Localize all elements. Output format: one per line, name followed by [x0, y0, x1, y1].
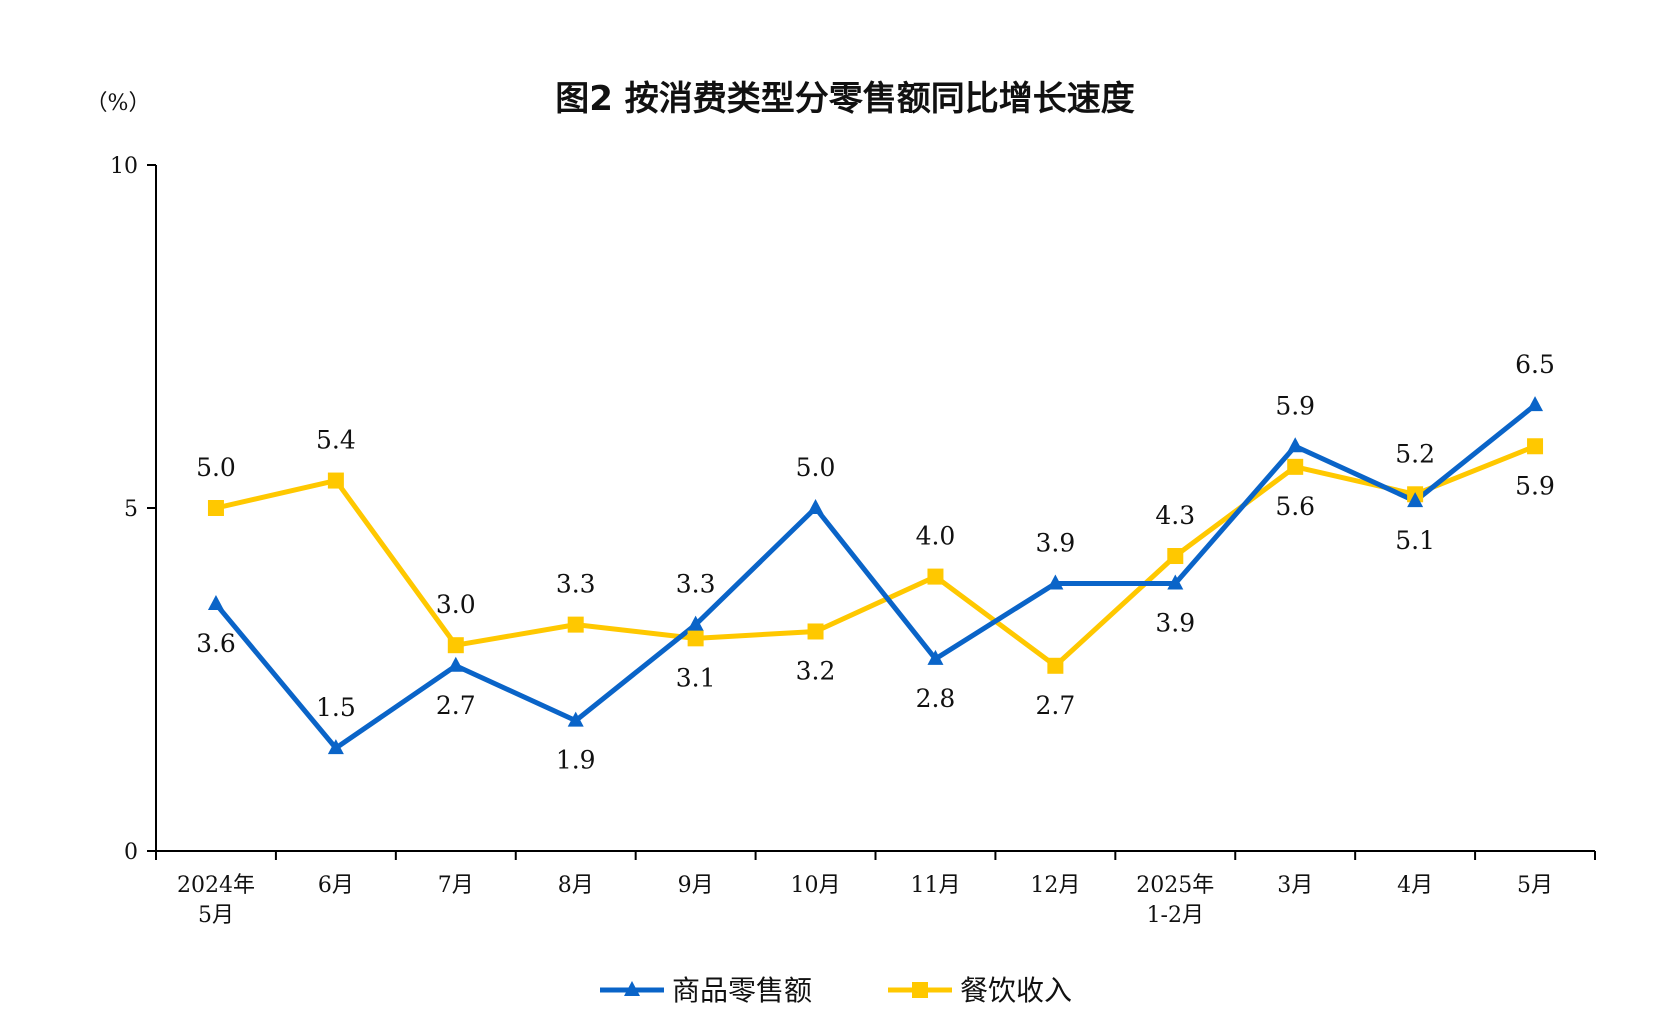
data-label: 5.9: [1515, 471, 1555, 500]
data-label: 1.9: [556, 746, 596, 775]
data-point: [1167, 548, 1184, 565]
x-tick-label: 2025年: [1136, 873, 1214, 898]
data-label: 5.0: [796, 453, 836, 482]
x-tick-label: 5月: [198, 903, 234, 928]
data-point: [567, 711, 584, 727]
data-point: [207, 595, 224, 611]
legend-item-catering: 餐饮收入: [888, 974, 1072, 1007]
data-label: 3.0: [436, 590, 476, 619]
series-markers-retail-goods: [207, 396, 1544, 755]
data-point: [1287, 458, 1304, 475]
y-axis-unit-label: （%）: [86, 91, 151, 116]
data-point: [1047, 657, 1064, 674]
data-point: [1167, 574, 1184, 590]
data-label: 3.9: [1155, 608, 1195, 637]
data-label: 5.1: [1395, 526, 1435, 555]
data-label: 1.5: [316, 693, 356, 722]
series-markers-catering: [207, 438, 1544, 674]
series-layer: 3.61.5 2.71.93.35.02.83.93.95.95.16.55.05…: [196, 350, 1555, 775]
data-label: 3.9: [1035, 528, 1075, 557]
data-label: 3.6: [196, 629, 236, 658]
data-label: 4.0: [916, 522, 956, 551]
x-tick-label: 5月: [1517, 873, 1553, 898]
x-tick-label: 1-2月: [1147, 903, 1204, 928]
data-point: [687, 630, 704, 647]
data-label: 5.6: [1275, 492, 1315, 521]
data-point: [447, 637, 464, 654]
data-point: [1407, 492, 1424, 508]
legend-item-retail-goods: 商品零售额: [600, 974, 812, 1007]
data-label: 3.3: [556, 570, 596, 599]
legend-marker: [912, 982, 928, 998]
data-label: 3.1: [676, 663, 716, 692]
data-label: 5.0: [196, 453, 236, 482]
data-point: [327, 472, 344, 489]
data-label: 5.2: [1395, 439, 1435, 468]
series-retail-goods: [214, 403, 1537, 751]
x-tick-label: 3月: [1277, 873, 1313, 898]
data-labels-catering: 5.0 5.4 3.0 3.3 3.1 3.2 4.0 2.7 4.3 5.6 5.2 5.9: [196, 426, 1555, 720]
y-tick-label: 5: [124, 497, 138, 522]
data-label: 6.5: [1515, 350, 1555, 379]
y-tick-label: 10: [110, 154, 138, 179]
data-label: 2.8: [916, 684, 956, 713]
x-tick-label: 6月: [318, 873, 354, 898]
data-point: [807, 623, 824, 640]
data-point: [1527, 396, 1544, 412]
data-labels-retail-goods: 3.6 1.5 2.7 1.9 3.3 5.0 2.8 3.9 3.9 5.9 5.1 6.5: [196, 350, 1555, 775]
data-label: 4.3: [1155, 501, 1195, 530]
data-point: [207, 500, 224, 516]
data-point: [927, 649, 944, 665]
data-point: [687, 615, 704, 631]
x-tick-label: 4月: [1397, 873, 1433, 898]
data-point: [807, 499, 824, 514]
legend-marker: [624, 981, 640, 996]
series-catering: [215, 443, 1536, 669]
data-point: [447, 656, 464, 672]
data-point: [1527, 438, 1544, 455]
data-label: 3.3: [676, 570, 716, 599]
data-point: [567, 616, 584, 633]
legend-label: 商品零售额: [672, 974, 812, 1007]
x-tick-label: 7月: [438, 873, 474, 898]
data-label: 2.7: [1035, 691, 1075, 720]
data-label: 2.7: [436, 691, 476, 720]
data-point: [327, 739, 344, 755]
x-tick-label: 8月: [558, 873, 594, 898]
legend-label: 餐饮收入: [960, 974, 1072, 1007]
data-point: [1047, 574, 1064, 590]
chart-legend: 商品零售额 餐饮收入: [600, 974, 1072, 1007]
x-tick-label: 12月: [1030, 873, 1080, 898]
x-tick-label: 9月: [678, 873, 714, 898]
data-point: [927, 568, 944, 585]
x-tick-label: 10月: [791, 873, 841, 898]
series-line: [215, 443, 1536, 669]
x-tick-label: 11月: [910, 873, 960, 898]
x-tick-label: 2024年: [177, 873, 255, 898]
data-label: 3.2: [796, 656, 836, 685]
data-point: [1287, 437, 1304, 453]
series-line: [214, 403, 1537, 751]
chart-axes: 0 5 10 2024年 5月 6月 7月 8月 9月 10月 11月 12月 2025年 1-2月 3月 4…: [110, 154, 1596, 928]
chart-title: 图2 按消费类型分零售额同比增长速度: [555, 79, 1135, 119]
y-tick-label: 0: [124, 840, 138, 865]
data-label: 5.9: [1275, 391, 1315, 420]
data-label: 5.4: [316, 426, 356, 455]
